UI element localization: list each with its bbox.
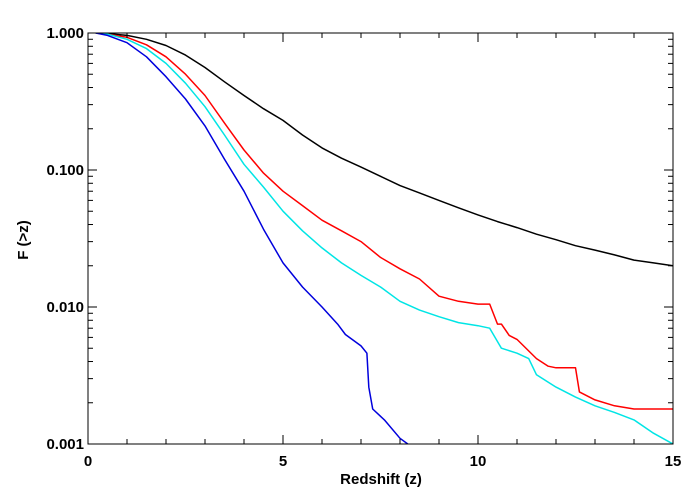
series-line-2 [95,33,673,410]
plot-frame [87,32,674,445]
axes-layer: 0 5 10 15 1.000 0.100 0.010 0.001 [46,25,681,470]
y-tick-label: 0.010 [46,299,84,316]
x-axis-title: Redshift (z) [340,471,422,488]
x-tick-label: 5 [279,453,287,470]
y-tick-label: 0.001 [46,436,84,453]
x-tick-label: 10 [470,453,487,470]
y-axis-title: F (>z) [15,220,32,260]
series-line-4 [95,33,409,444]
series-line-3 [95,33,673,444]
x-tick-label: 0 [84,453,92,470]
y-tick-label: 1.000 [46,25,84,42]
series-line-1 [95,33,673,267]
x-tick-label: 15 [665,453,682,470]
y-tick-label: 0.100 [46,162,84,179]
series-layer [95,33,673,444]
